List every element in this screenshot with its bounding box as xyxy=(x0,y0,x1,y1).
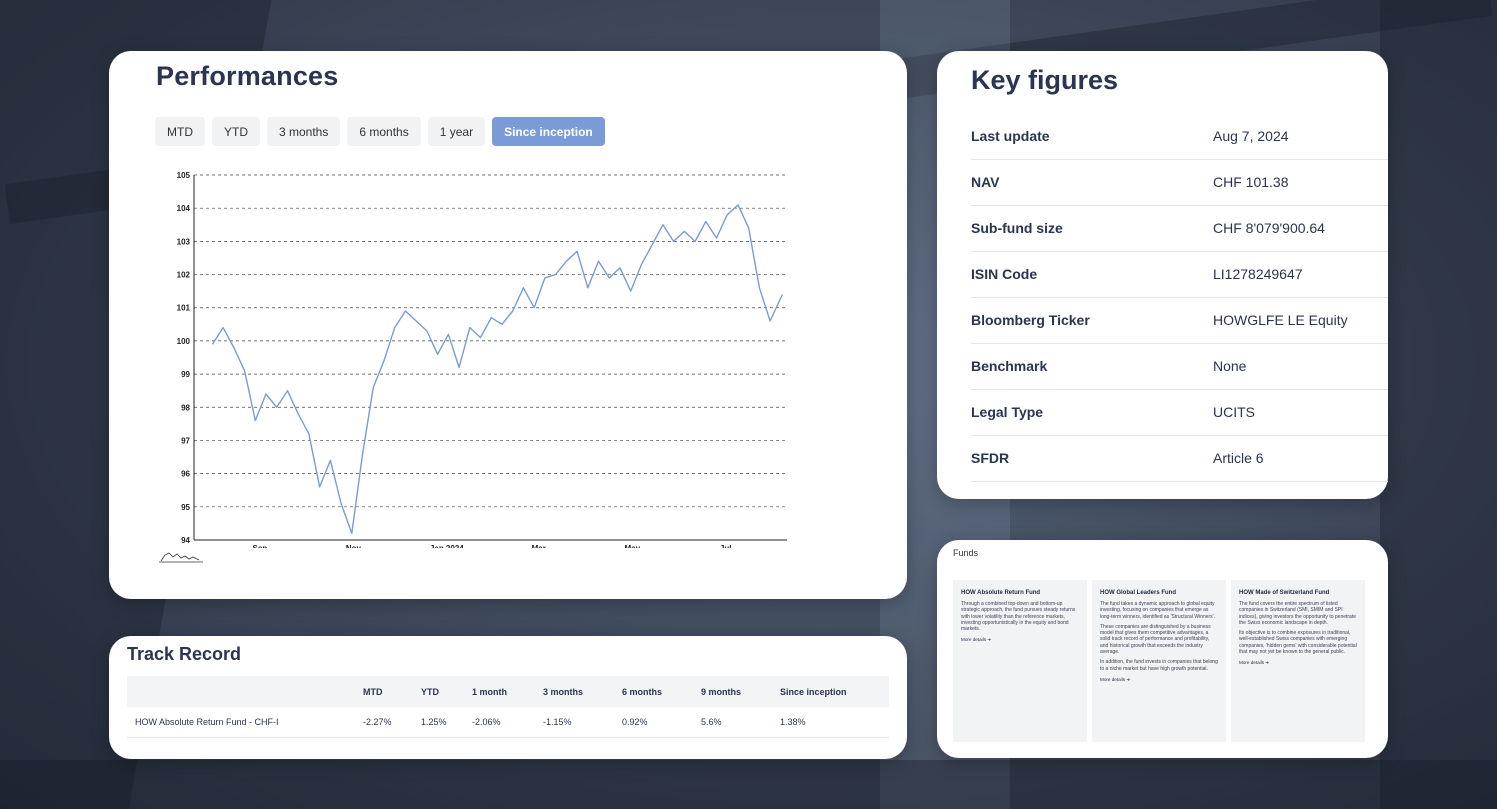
kf-row-legal-type: Legal Type UCITS xyxy=(971,389,1388,436)
y-tick-label: 94 xyxy=(181,536,190,545)
kf-row-nav: NAV CHF 101.38 xyxy=(971,159,1388,206)
performances-card: Performances MTD YTD 3 months 6 months 1… xyxy=(109,51,907,599)
kf-value: CHF 101.38 xyxy=(1213,174,1289,190)
key-figures-title: Key figures xyxy=(971,65,1119,95)
y-tick-label: 99 xyxy=(181,370,190,379)
kf-label: NAV xyxy=(971,174,1000,190)
y-tick-label: 97 xyxy=(181,436,190,445)
x-tick-label: Jan 2024 xyxy=(430,544,464,548)
kf-row-sub-fund-size: Sub-fund size CHF 8'079'900.64 xyxy=(971,205,1388,252)
fund-title: HOW Made of Switzerland Fund xyxy=(1239,590,1330,596)
cell-fund-name: HOW Absolute Return Fund - CHF-I xyxy=(135,717,279,727)
more-details-link[interactable]: More details ➜ xyxy=(1100,676,1131,682)
more-details-link[interactable]: More details ➜ xyxy=(961,637,992,643)
cell-since-inception: 1.38% xyxy=(780,717,806,727)
kf-label: Bloomberg Ticker xyxy=(971,312,1090,328)
track-record-card: Track Record MTD YTD 1 month 3 months 6 … xyxy=(109,636,907,759)
tab-6-months[interactable]: 6 months xyxy=(347,117,421,146)
col-header-3-months: 3 months xyxy=(543,686,584,697)
y-tick-label: 100 xyxy=(177,337,191,346)
x-tick-label: Mar xyxy=(532,544,546,548)
y-tick-label: 102 xyxy=(177,271,191,280)
more-details-link[interactable]: More details ➜ xyxy=(1239,660,1270,666)
cell-ytd: 1.25% xyxy=(421,717,447,727)
x-tick-label: Sep xyxy=(253,544,268,548)
y-tick-label: 95 xyxy=(181,503,190,512)
y-tick-label: 101 xyxy=(177,304,191,313)
kf-label: SFDR xyxy=(971,450,1010,466)
fund-title: HOW Absolute Return Fund xyxy=(961,590,1041,596)
kf-label: Legal Type xyxy=(971,404,1044,420)
x-tick-label: Nov xyxy=(346,544,362,548)
kf-row-benchmark: Benchmark None xyxy=(971,343,1388,390)
track-record-header: MTD YTD 1 month 3 months 6 months 9 mont… xyxy=(127,676,889,707)
y-tick-label: 105 xyxy=(177,171,191,180)
x-tick-label: May xyxy=(624,544,640,548)
kf-row-isin-code: ISIN Code LI1278249647 xyxy=(971,251,1388,298)
kf-value: CHF 8'079'900.64 xyxy=(1213,220,1325,236)
kf-row-bloomberg-ticker: Bloomberg Ticker HOWGLFE LE Equity xyxy=(971,297,1388,344)
table-row: HOW Absolute Return Fund - CHF-I -2.27% … xyxy=(127,707,889,738)
cell-3-months: -1.15% xyxy=(543,717,572,727)
col-header-ytd: YTD xyxy=(421,686,439,697)
fund-description: Through a combined top-down and bottom-u… xyxy=(961,601,1076,633)
tab-ytd[interactable]: YTD xyxy=(212,117,260,146)
funds-card: Funds HOW Absolute Return Fund Through a… xyxy=(937,540,1388,758)
x-tick-label: Jul xyxy=(720,544,732,548)
fund-card-absolute-return[interactable]: HOW Absolute Return Fund Through a combi… xyxy=(953,580,1087,742)
kf-label: Benchmark xyxy=(971,358,1048,374)
kf-value: None xyxy=(1213,358,1247,374)
period-tabs: MTD YTD 3 months 6 months 1 year Since i… xyxy=(155,117,605,146)
cell-6-months: 0.92% xyxy=(622,717,648,727)
kf-value: Article 6 xyxy=(1213,450,1264,466)
fund-card-global-leaders[interactable]: HOW Global Leaders Fund The fund takes a… xyxy=(1092,580,1226,742)
key-figures-card: Key figures Last update Aug 7, 2024 NAV … xyxy=(937,51,1388,499)
kf-value: Aug 7, 2024 xyxy=(1213,128,1289,144)
kf-label: Sub-fund size xyxy=(971,220,1063,236)
y-tick-label: 103 xyxy=(177,237,191,246)
col-header-mtd: MTD xyxy=(363,686,383,697)
kf-value: UCITS xyxy=(1213,404,1255,420)
series-line xyxy=(211,204,784,535)
col-header-since-inception: Since inception xyxy=(780,686,847,697)
col-header-1-month: 1 month xyxy=(472,686,507,697)
chart-navigator[interactable] xyxy=(159,549,203,563)
tab-3-months[interactable]: 3 months xyxy=(267,117,341,146)
col-header-9-months: 9 months xyxy=(701,686,742,697)
fund-description: The fund takes a dynamic approach to glo… xyxy=(1100,601,1216,620)
col-header-6-months: 6 months xyxy=(622,686,663,697)
tab-mtd[interactable]: MTD xyxy=(155,117,205,146)
tab-since-inception[interactable]: Since inception xyxy=(492,117,605,146)
fund-description: These companies are distinguished by a b… xyxy=(1100,623,1211,656)
cell-9-months: 5.6% xyxy=(701,717,722,727)
fund-description: The fund covers the entire spectrum of l… xyxy=(1239,601,1357,626)
performances-title: Performances xyxy=(156,61,339,91)
kf-value: HOWGLFE LE Equity xyxy=(1213,312,1348,328)
fund-title: HOW Global Leaders Fund xyxy=(1100,590,1177,596)
fund-description: In addition, the fund invests in compani… xyxy=(1100,659,1218,672)
kf-label: ISIN Code xyxy=(971,266,1038,282)
kf-row-sfdr: SFDR Article 6 xyxy=(971,435,1388,482)
tab-1-year[interactable]: 1 year xyxy=(427,117,486,146)
kf-row-last-update: Last update Aug 7, 2024 xyxy=(971,113,1388,160)
performance-chart[interactable]: 94 95 96 97 98 99 100 101 102 103 104 105 Sep Nov Jan … xyxy=(159,163,799,548)
fund-description: Its objective is to combine exposures in… xyxy=(1239,630,1357,656)
cell-mtd: -2.27% xyxy=(363,717,392,727)
fund-card-made-of-switzerland[interactable]: HOW Made of Switzerland Fund The fund co… xyxy=(1231,580,1365,742)
track-record-title: Track Record xyxy=(127,644,242,664)
cell-1-month: -2.06% xyxy=(472,717,501,727)
y-tick-label: 96 xyxy=(181,470,190,479)
kf-label: Last update xyxy=(971,128,1050,144)
y-tick-label: 104 xyxy=(177,204,191,213)
funds-label: Funds xyxy=(953,548,979,558)
kf-value: LI1278249647 xyxy=(1213,266,1303,282)
y-tick-label: 98 xyxy=(181,403,190,412)
